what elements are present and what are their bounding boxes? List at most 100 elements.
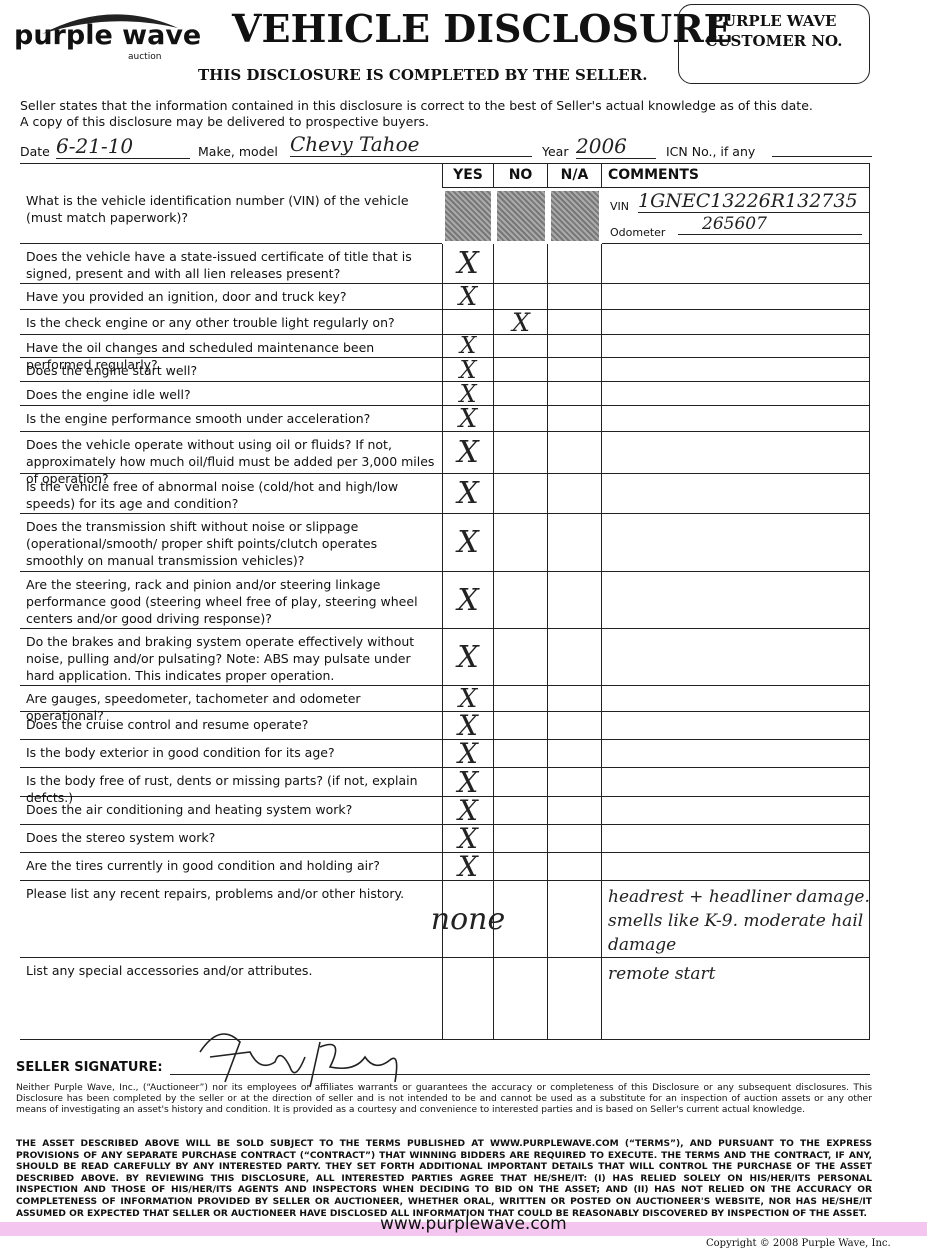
answer-cell: [442, 310, 494, 335]
answer-cell: [494, 768, 548, 797]
answer-mark: X: [457, 476, 479, 511]
answer-cell: [602, 432, 870, 474]
answer-mark: X: [459, 356, 477, 384]
answer-cell: [494, 686, 548, 712]
answer-cell: [602, 244, 870, 284]
answer-cell: [494, 712, 548, 740]
answer-cell: [602, 881, 870, 958]
answer-cell: [548, 188, 602, 244]
question: Is the vehicle free of abnormal noise (c…: [20, 474, 442, 514]
answer-cell: [494, 797, 548, 825]
title: VEHICLE DISCLOSURE: [232, 6, 733, 51]
answer-cell: [548, 358, 602, 382]
signature-label: SELLER SIGNATURE:: [16, 1060, 163, 1075]
intro-line: Seller states that the information conta…: [20, 98, 813, 113]
question: Does the transmission shift without nois…: [20, 514, 442, 572]
year-value: 2006: [576, 134, 656, 159]
answer-cell: [548, 686, 602, 712]
answer-cell: [602, 310, 870, 335]
answer-cell: [494, 825, 548, 853]
answer-cell: [494, 335, 548, 358]
answer-cell: [442, 881, 494, 958]
question: Have the oil changes and scheduled maint…: [20, 335, 442, 372]
answer-cell: [442, 335, 494, 358]
answer-cell: [494, 853, 548, 881]
answer-cell: [548, 310, 602, 335]
answer-mark: X: [457, 525, 479, 560]
signature-line: [170, 1074, 870, 1075]
column-header: N/A: [548, 163, 602, 188]
subtitle: THIS DISCLOSURE IS COMPLETED BY THE SELL…: [198, 66, 648, 84]
date-label: Date: [20, 144, 50, 159]
answer-cell: [548, 853, 602, 881]
question: List any special accessories and/or attr…: [20, 958, 442, 1040]
answer-cell: [442, 712, 494, 740]
answer-cell: [602, 825, 870, 853]
answer-cell: [442, 406, 494, 432]
question: Is the check engine or any other trouble…: [20, 310, 442, 335]
answer-cell: [548, 958, 602, 1040]
pink-band: [0, 1222, 927, 1236]
answer-cell: [548, 881, 602, 958]
vin-value: 1GNEC13226R132735: [638, 190, 870, 213]
question: Does the engine start well?: [20, 358, 442, 382]
question: Are gauges, speedometer, tachometer and …: [20, 686, 442, 723]
answer-cell: [494, 188, 548, 244]
icn-label: ICN No., if any: [666, 144, 756, 159]
answer-mark: X: [457, 582, 479, 618]
answer-mark: X: [458, 404, 478, 434]
answer-mark: X: [458, 822, 478, 855]
answer-cell: [548, 432, 602, 474]
date-value: 6-21-10: [56, 134, 190, 159]
answer-cell: [494, 474, 548, 514]
answer-cell: [548, 629, 602, 686]
answer-cell: [494, 629, 548, 686]
answer-cell: [548, 406, 602, 432]
question: Please list any recent repairs, problems…: [20, 881, 442, 958]
answer-cell: [494, 310, 548, 335]
answer-cell: [442, 686, 494, 712]
make-value: Chevy Tahoe: [290, 132, 532, 157]
answer-cell: [494, 958, 548, 1040]
answer-cell: [602, 768, 870, 797]
answer-cell: [548, 768, 602, 797]
answer-cell: [602, 740, 870, 768]
answer-mark: X: [512, 308, 530, 337]
question: Are the tires currently in good conditio…: [20, 853, 442, 881]
answer-mark: X: [458, 794, 478, 827]
answer-cell: [442, 740, 494, 768]
answer-cell: [442, 474, 494, 514]
answer-cell: [602, 797, 870, 825]
answer-cell: [602, 188, 870, 244]
question: Is the engine performance smooth under a…: [20, 406, 442, 432]
answer-cell: [602, 335, 870, 358]
answer-mark: X: [457, 765, 479, 799]
table-top-line: [20, 163, 870, 164]
answer-cell: [602, 474, 870, 514]
comment: headrest + headliner damage. smells like…: [608, 887, 870, 955]
answer-mark: X: [457, 246, 479, 281]
answer-mark: X: [457, 435, 479, 470]
question: Do the brakes and braking system operate…: [20, 629, 442, 686]
answer-cell: [494, 406, 548, 432]
answer-mark: none: [430, 901, 506, 937]
answer-cell: [602, 853, 870, 881]
footer-url: www.purplewave.com: [380, 1214, 567, 1234]
logo-sub: auction: [128, 52, 162, 62]
answer-cell: [494, 358, 548, 382]
answer-mark: X: [458, 282, 478, 312]
answer-cell: [602, 572, 870, 629]
question: Does the air conditioning and heating sy…: [20, 797, 442, 825]
answer-cell: [494, 572, 548, 629]
intro: Seller states that the information conta…: [20, 98, 813, 130]
answer-cell: [602, 686, 870, 712]
answer-mark: X: [459, 380, 477, 408]
answer-mark: X: [457, 639, 479, 675]
answer-cell: [494, 382, 548, 406]
answer-cell: [494, 514, 548, 572]
customer-box: PURPLE WAVE CUSTOMER NO.: [678, 4, 870, 84]
comment: remote start: [608, 964, 716, 984]
odometer-label: Odometer: [610, 226, 666, 239]
year-label: Year: [542, 144, 569, 159]
